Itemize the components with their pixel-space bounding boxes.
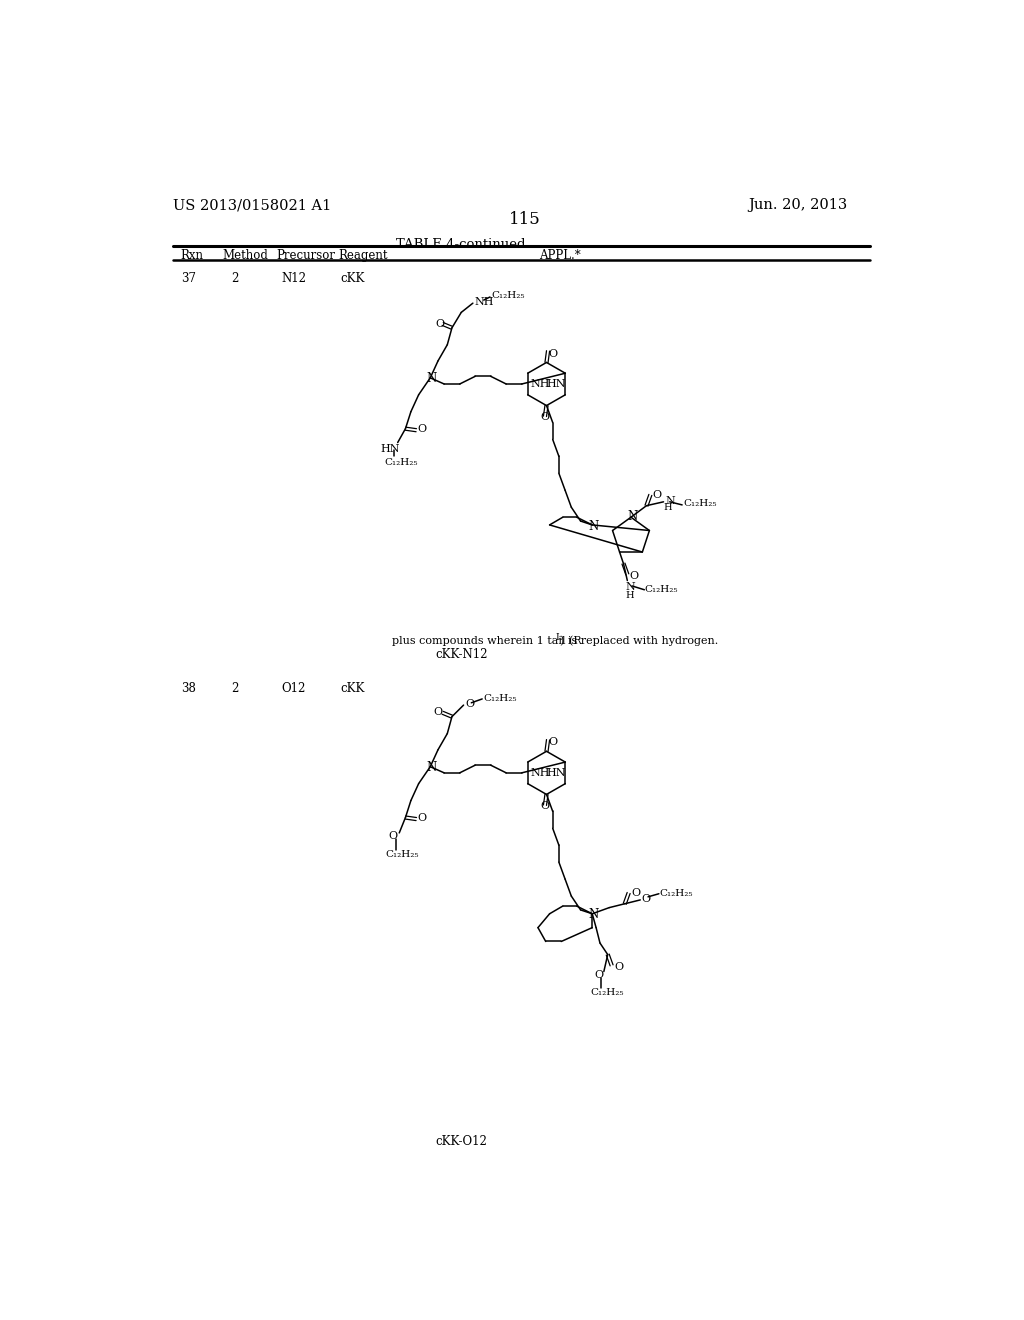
Text: O: O	[595, 970, 604, 979]
Text: Jun. 20, 2013: Jun. 20, 2013	[748, 198, 847, 213]
Text: APPL.*: APPL.*	[539, 249, 581, 263]
Text: O12: O12	[282, 682, 306, 696]
Text: cKK: cKK	[340, 272, 365, 285]
Text: L: L	[556, 634, 562, 643]
Text: US 2013/0158021 A1: US 2013/0158021 A1	[173, 198, 331, 213]
Text: O: O	[548, 348, 557, 359]
Text: N: N	[665, 496, 675, 506]
Text: O: O	[642, 894, 651, 904]
Text: C₁₂H₂₅: C₁₂H₂₅	[659, 890, 693, 898]
Text: HN: HN	[547, 768, 566, 779]
Text: O: O	[614, 962, 623, 973]
Text: cKK: cKK	[340, 682, 365, 696]
Text: O: O	[541, 800, 550, 810]
Text: NH: NH	[530, 768, 550, 779]
Text: ) is replaced with hydrogen.: ) is replaced with hydrogen.	[560, 636, 719, 647]
Text: N: N	[589, 908, 599, 921]
Text: C₁₂H₂₅: C₁₂H₂₅	[492, 290, 525, 300]
Text: O: O	[548, 738, 557, 747]
Text: C₁₂H₂₅: C₁₂H₂₅	[385, 850, 419, 859]
Text: 2: 2	[231, 682, 239, 696]
Text: HN: HN	[381, 444, 400, 454]
Text: O: O	[435, 318, 444, 329]
Text: cKK-N12: cKK-N12	[435, 648, 487, 661]
Text: O: O	[465, 700, 474, 709]
Text: C₁₂H₂₅: C₁₂H₂₅	[683, 499, 717, 508]
Text: N: N	[625, 582, 635, 593]
Text: TABLE 4-continued: TABLE 4-continued	[396, 238, 526, 251]
Text: 115: 115	[509, 211, 541, 228]
Text: Reagent: Reagent	[339, 249, 388, 263]
Text: N12: N12	[282, 272, 306, 285]
Text: Method: Method	[222, 249, 268, 263]
Text: NH: NH	[530, 379, 550, 389]
Text: O: O	[388, 832, 397, 841]
Text: cKK-O12: cKK-O12	[435, 1135, 487, 1148]
Text: N: N	[589, 520, 599, 532]
Text: NH: NH	[474, 297, 494, 308]
Text: C₁₂H₂₅: C₁₂H₂₅	[644, 585, 678, 594]
Text: H: H	[664, 503, 672, 512]
Text: O: O	[631, 888, 640, 899]
Text: 2: 2	[231, 272, 239, 285]
Text: C₁₂H₂₅: C₁₂H₂₅	[483, 693, 516, 702]
Text: N: N	[426, 762, 436, 775]
Text: O: O	[418, 813, 427, 822]
Text: O: O	[541, 412, 550, 421]
Text: O: O	[630, 572, 639, 581]
Text: 38: 38	[180, 682, 196, 696]
Text: O: O	[433, 708, 442, 717]
Text: plus compounds wherein 1 tail (R: plus compounds wherein 1 tail (R	[391, 636, 582, 647]
Text: O: O	[652, 490, 662, 500]
Text: O: O	[418, 424, 427, 434]
Text: H: H	[626, 590, 635, 599]
Text: Rxn: Rxn	[180, 249, 204, 263]
Text: HN: HN	[547, 379, 566, 389]
Text: 37: 37	[180, 272, 196, 285]
Text: Precursor: Precursor	[276, 249, 336, 263]
Text: C₁₂H₂₅: C₁₂H₂₅	[590, 989, 624, 998]
Text: N: N	[627, 510, 637, 523]
Text: N: N	[426, 372, 436, 385]
Text: C₁₂H₂₅: C₁₂H₂₅	[385, 458, 418, 467]
